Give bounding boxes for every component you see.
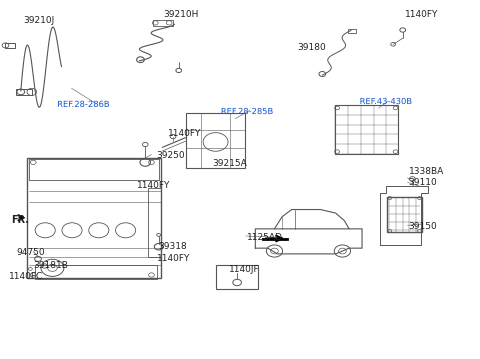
Text: 1338BA: 1338BA xyxy=(408,167,444,176)
Text: 1140FY: 1140FY xyxy=(168,129,202,138)
Bar xyxy=(4,43,15,48)
Text: 1140FY: 1140FY xyxy=(157,255,191,264)
Text: FR.: FR. xyxy=(11,215,29,224)
Bar xyxy=(153,20,173,26)
Bar xyxy=(186,113,245,168)
Bar xyxy=(16,89,32,95)
Text: 1140JF: 1140JF xyxy=(228,265,259,274)
Text: 1140FY: 1140FY xyxy=(405,10,439,19)
Text: 39210J: 39210J xyxy=(24,16,55,25)
Bar xyxy=(216,265,258,289)
Bar xyxy=(29,159,158,180)
Bar xyxy=(35,265,157,279)
Text: REF.43-430B: REF.43-430B xyxy=(360,97,412,106)
Text: 39150: 39150 xyxy=(408,222,437,231)
Text: 1125AD: 1125AD xyxy=(247,233,283,242)
Text: 1140FC: 1140FC xyxy=(9,272,44,281)
Bar xyxy=(335,106,398,154)
Text: REF.28-285B: REF.28-285B xyxy=(221,107,274,116)
Text: REF.28-286B: REF.28-286B xyxy=(57,100,110,109)
Bar xyxy=(148,188,161,257)
Text: 39250: 39250 xyxy=(156,151,185,160)
Text: 39210H: 39210H xyxy=(163,10,199,19)
Text: 1140FY: 1140FY xyxy=(137,181,170,190)
Text: 39215A: 39215A xyxy=(212,159,247,168)
Text: 39180: 39180 xyxy=(298,43,326,52)
Bar xyxy=(27,158,161,278)
Text: 94750: 94750 xyxy=(16,248,45,257)
Text: 39181B: 39181B xyxy=(33,261,68,270)
Text: 39318: 39318 xyxy=(158,242,187,251)
Bar xyxy=(348,29,356,33)
Text: 39110: 39110 xyxy=(408,178,437,187)
Bar xyxy=(387,197,422,232)
